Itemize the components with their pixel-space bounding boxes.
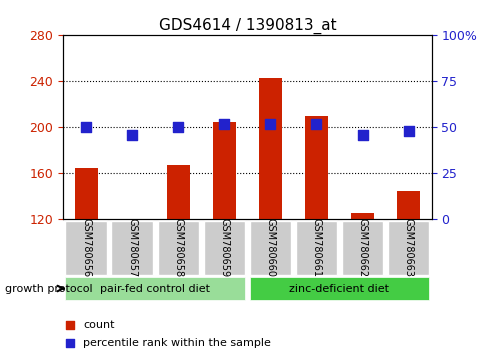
Point <box>220 121 227 127</box>
Bar <box>304 116 327 219</box>
FancyBboxPatch shape <box>295 221 336 275</box>
Bar <box>396 191 419 219</box>
Point <box>82 125 90 130</box>
FancyBboxPatch shape <box>65 278 244 299</box>
Text: GSM780657: GSM780657 <box>127 218 137 278</box>
Bar <box>350 212 373 219</box>
Text: GSM780661: GSM780661 <box>311 218 321 277</box>
FancyBboxPatch shape <box>203 221 244 275</box>
FancyBboxPatch shape <box>249 278 428 299</box>
Text: percentile rank within the sample: percentile rank within the sample <box>83 338 271 348</box>
Text: zinc-deficient diet: zinc-deficient diet <box>289 284 389 293</box>
Bar <box>258 78 281 219</box>
Text: GSM780660: GSM780660 <box>265 218 275 277</box>
Point <box>404 128 411 134</box>
Bar <box>75 168 97 219</box>
FancyBboxPatch shape <box>157 221 198 275</box>
Text: growth protocol: growth protocol <box>5 284 92 293</box>
Point <box>174 125 182 130</box>
Text: count: count <box>83 320 115 330</box>
Text: GSM780659: GSM780659 <box>219 218 229 278</box>
Point <box>66 340 74 346</box>
Point <box>312 121 319 127</box>
Text: GSM780663: GSM780663 <box>403 218 413 277</box>
Point <box>266 121 273 127</box>
Text: GSM780658: GSM780658 <box>173 218 183 278</box>
Title: GDS4614 / 1390813_at: GDS4614 / 1390813_at <box>158 18 335 34</box>
Text: GSM780656: GSM780656 <box>81 218 91 278</box>
FancyBboxPatch shape <box>65 221 106 275</box>
Point <box>128 132 136 138</box>
FancyBboxPatch shape <box>341 221 382 275</box>
Text: GSM780662: GSM780662 <box>357 218 367 278</box>
Point <box>66 322 74 328</box>
Bar <box>166 165 189 219</box>
FancyBboxPatch shape <box>111 221 152 275</box>
Text: pair-fed control diet: pair-fed control diet <box>100 284 210 293</box>
FancyBboxPatch shape <box>387 221 428 275</box>
FancyBboxPatch shape <box>249 221 290 275</box>
Bar <box>212 122 235 219</box>
Point <box>358 132 365 138</box>
